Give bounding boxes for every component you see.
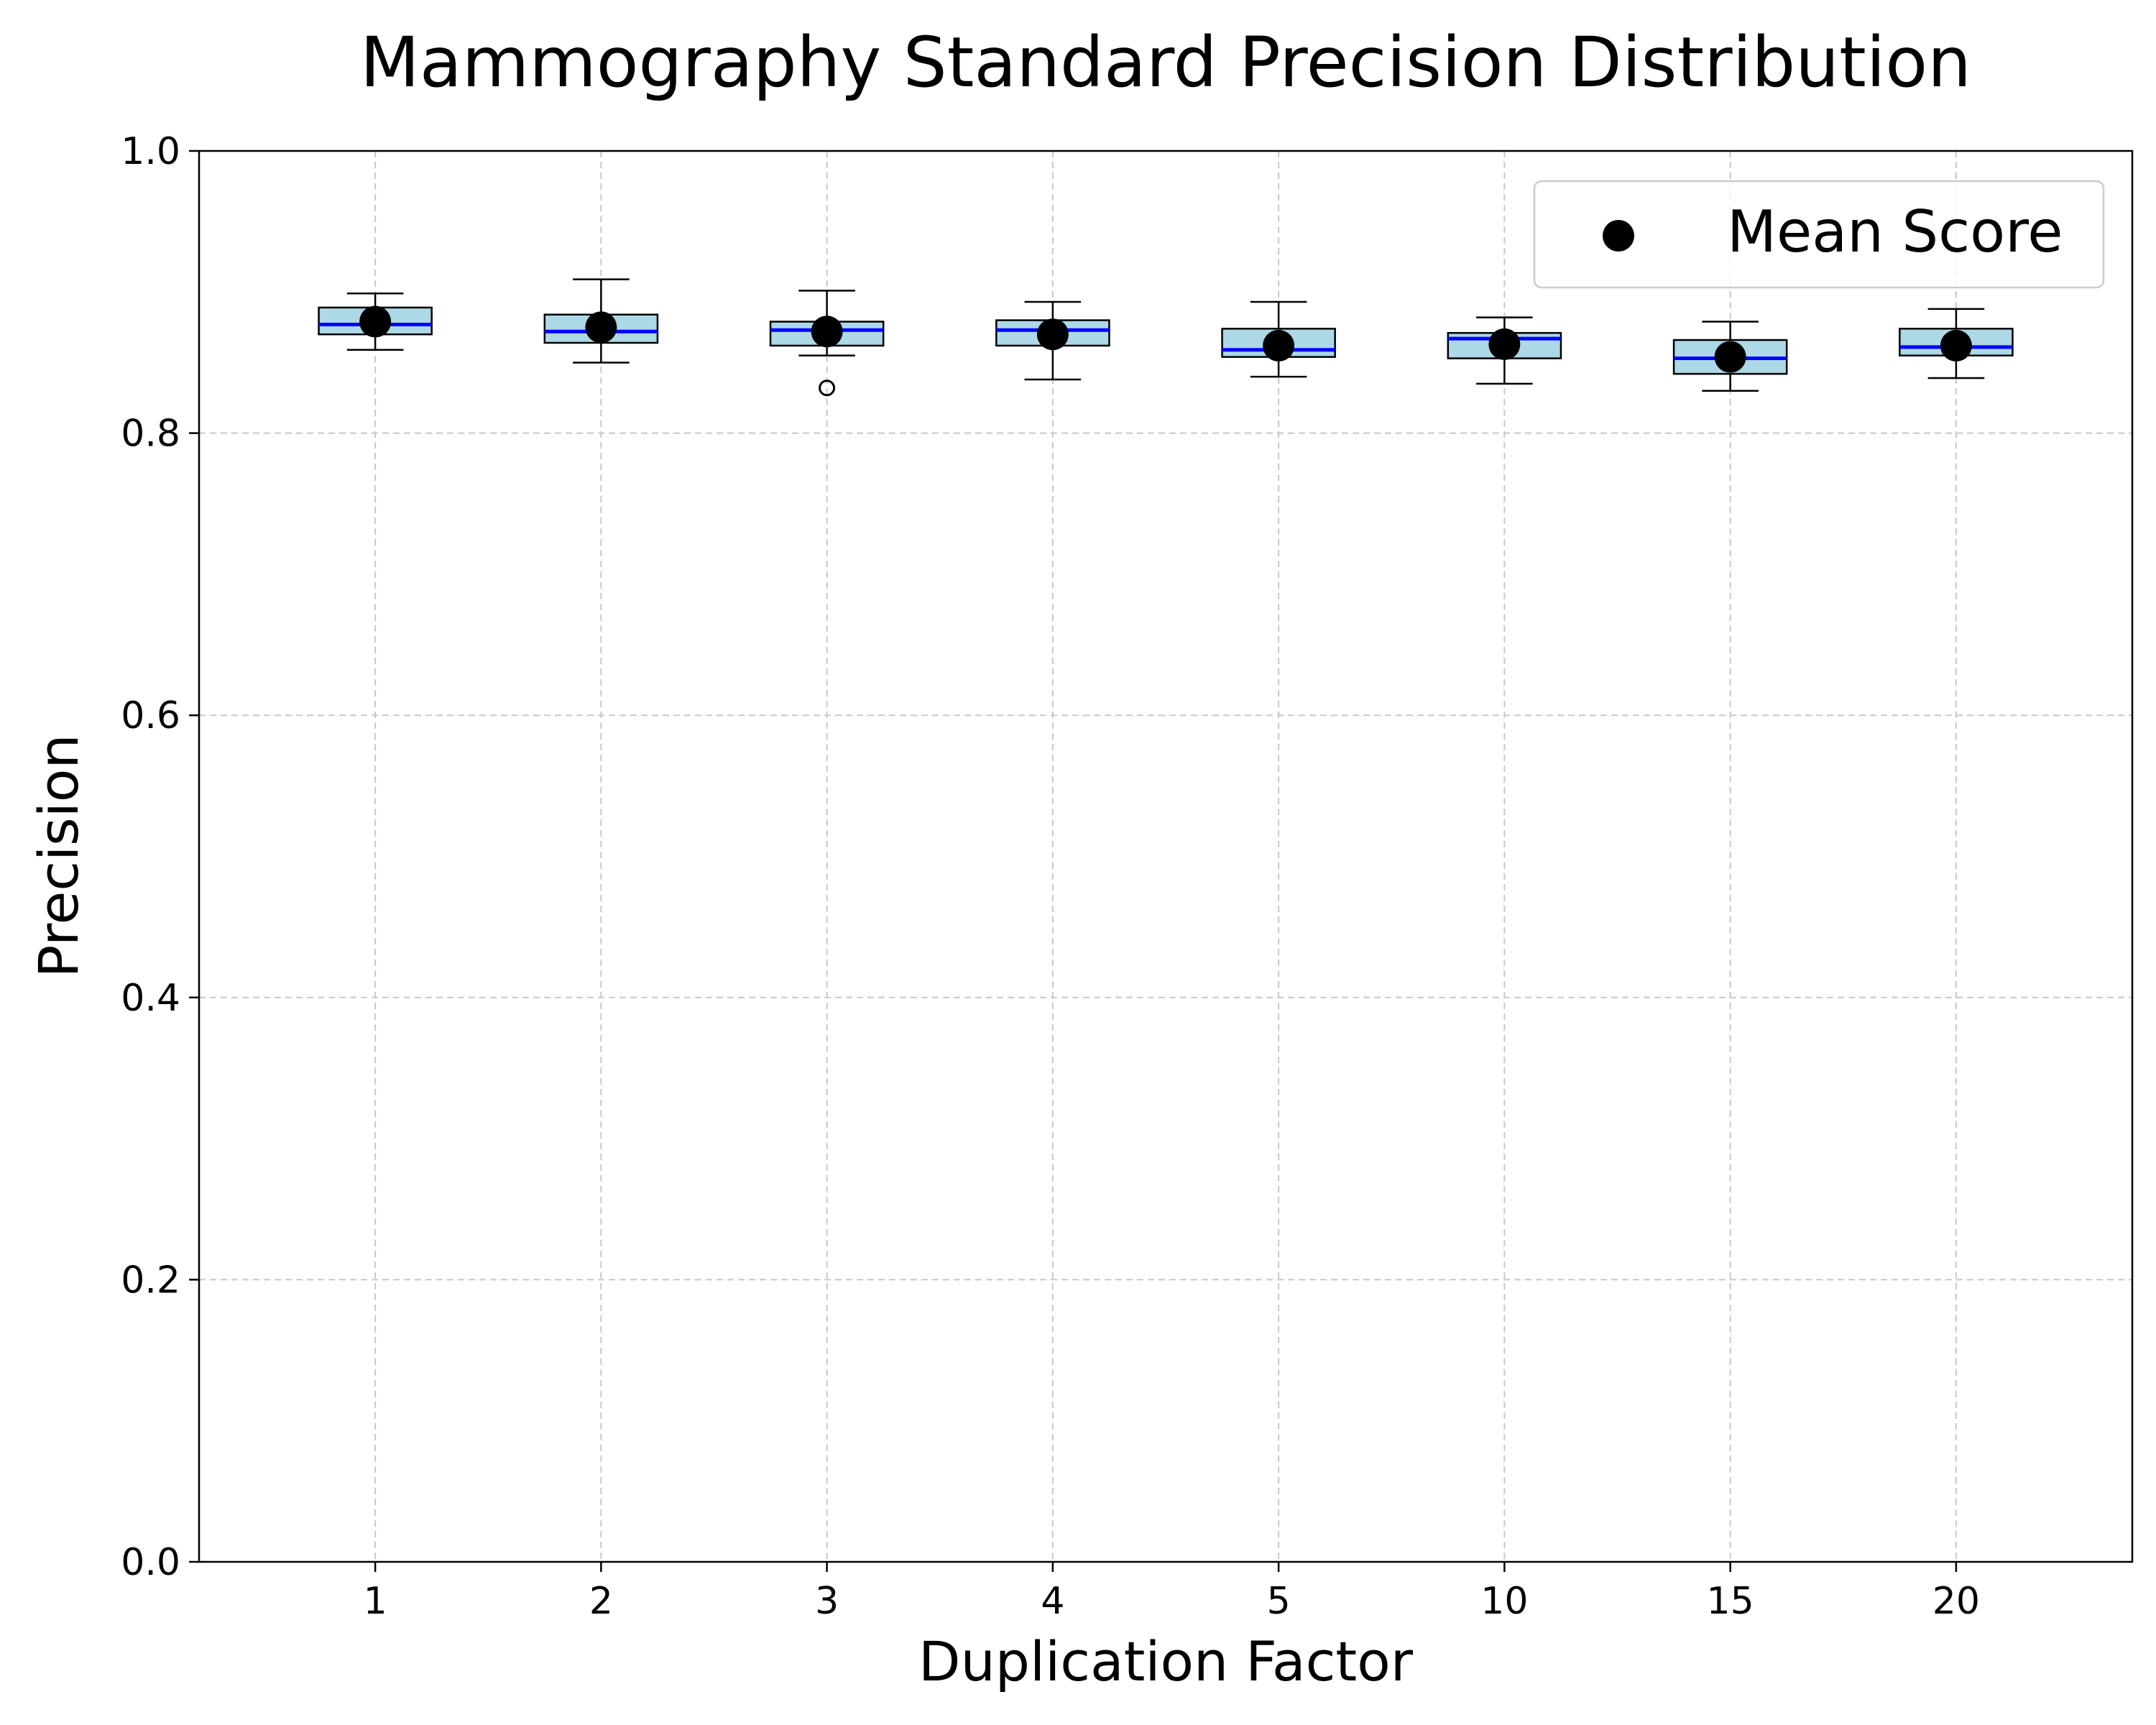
x-tick-label: 10 — [1480, 1580, 1528, 1623]
legend-entry-mean-score: Mean Score — [1727, 198, 2063, 265]
x-axis-ticks: 1 2 3 4 5 10 15 20 — [364, 1562, 1980, 1623]
mean-point-5 — [1263, 329, 1295, 362]
chart-title: Mammography Standard Precision Distribut… — [360, 22, 1971, 103]
y-tick-label: 0.0 — [121, 1541, 180, 1584]
x-tick-label: 4 — [1041, 1580, 1064, 1623]
y-tick-label: 1.0 — [121, 130, 180, 173]
mean-point-1 — [359, 305, 392, 338]
mean-point-10 — [1488, 328, 1521, 360]
x-tick-label: 5 — [1267, 1580, 1291, 1623]
mean-point-4 — [1036, 318, 1069, 351]
outlier-point — [819, 380, 836, 397]
y-axis-label: Precision — [27, 734, 91, 978]
legend: Mean Score — [1533, 180, 2105, 289]
x-tick-label: 3 — [815, 1580, 839, 1623]
y-axis-ticks: 0.0 0.2 0.4 0.6 0.8 1.0 — [121, 130, 199, 1584]
legend-box — [1533, 180, 2105, 289]
x-tick-label: 1 — [364, 1580, 387, 1623]
y-tick-label: 0.8 — [121, 413, 180, 456]
grid-lines — [199, 150, 2132, 1563]
x-axis-label: Duplication Factor — [918, 1629, 1414, 1693]
plot-frame — [198, 150, 2134, 1563]
y-tick-label: 0.4 — [121, 977, 180, 1020]
box-series — [318, 278, 2014, 397]
x-tick-label: 15 — [1707, 1580, 1754, 1623]
mean-point-15 — [1714, 341, 1746, 373]
mean-point-20 — [1940, 329, 1972, 362]
mean-points — [359, 305, 1972, 373]
mean-point-3 — [811, 316, 843, 348]
y-tick-label: 0.2 — [121, 1259, 180, 1302]
x-tick-label: 2 — [589, 1580, 613, 1623]
y-tick-label: 0.6 — [121, 694, 180, 737]
x-tick-label: 20 — [1932, 1580, 1980, 1623]
legend-mean-marker — [1603, 220, 1634, 252]
mean-point-2 — [585, 311, 617, 344]
